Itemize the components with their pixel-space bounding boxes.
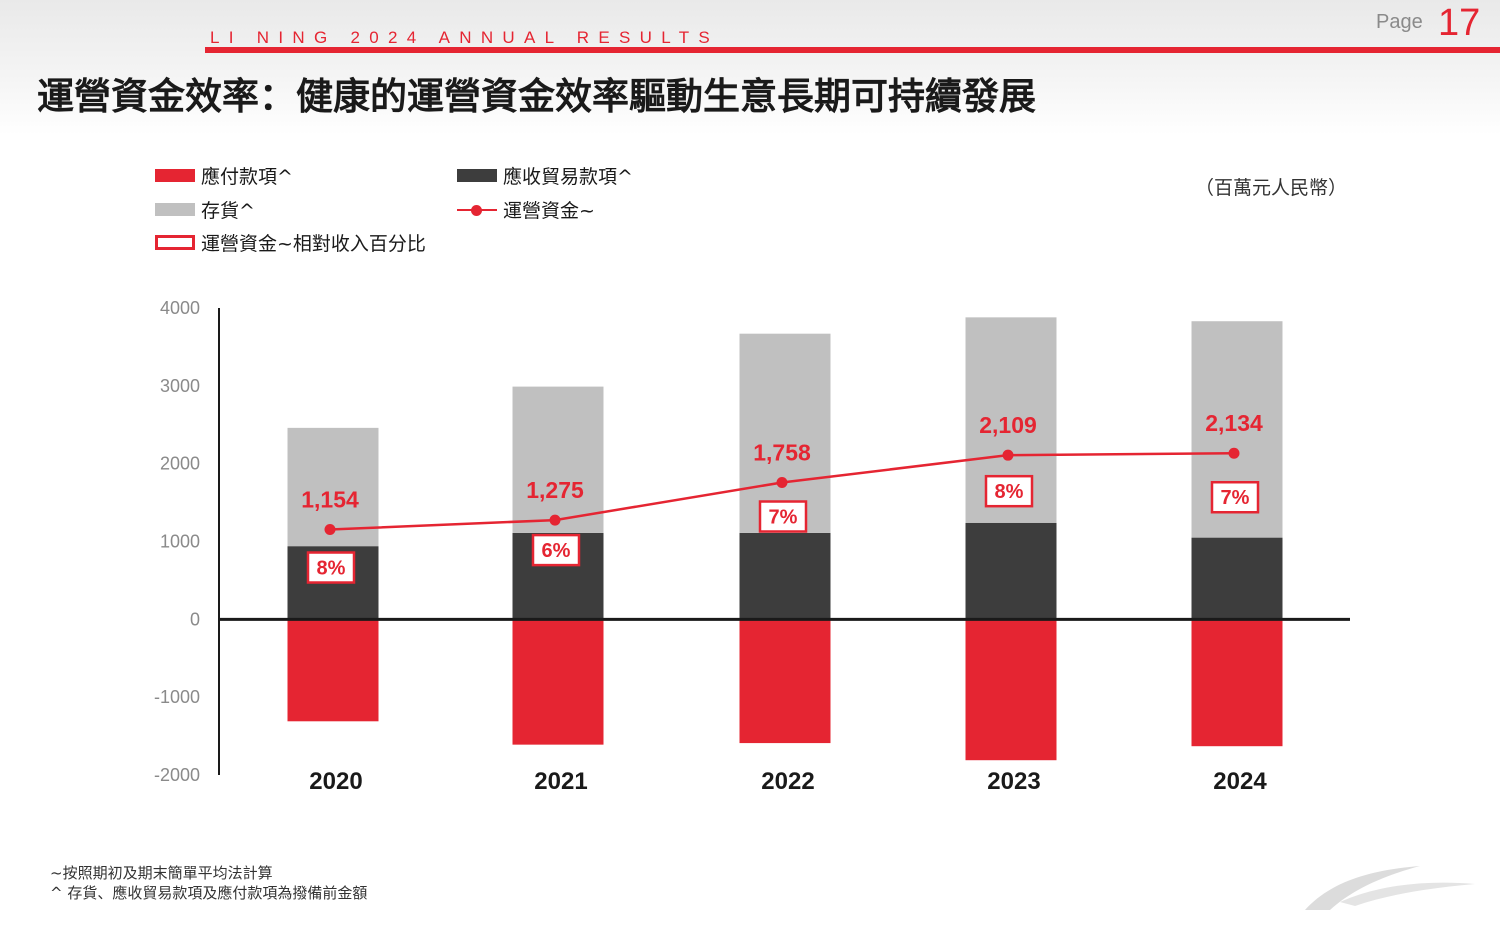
y-tick-label: 0 <box>190 609 200 629</box>
bar-receivables-2022 <box>739 532 831 620</box>
x-tick-label-2020: 2020 <box>309 768 362 795</box>
working-capital-point-2024 <box>1228 447 1240 459</box>
y-tick-label: -1000 <box>154 687 200 707</box>
pct-label-2022: 7% <box>769 507 798 529</box>
working-capital-label-2021: 1,275 <box>526 477 584 503</box>
working-capital-label-2022: 1,758 <box>753 440 811 466</box>
working-capital-label-2024: 2,134 <box>1205 410 1263 436</box>
y-tick-label: 3000 <box>160 376 200 396</box>
pct-box-2022 <box>758 500 808 533</box>
legend-item-payables: 應付款項^ <box>155 162 293 189</box>
brand-line: LI NING 2024 ANNUAL RESULTS <box>210 28 720 47</box>
working-capital-label-2023: 2,109 <box>979 412 1037 438</box>
bar-inventory-2021 <box>512 386 604 533</box>
footnote-2: ^ 存貨、應收貿易款項及應付款項為撥備前金額 <box>50 884 368 902</box>
working-capital-label-2020: 1,154 <box>301 487 359 513</box>
unit-label: （百萬元人民幣） <box>1195 177 1348 199</box>
legend-swatch-payables <box>155 169 195 182</box>
footnote-1: ~按照期初及期末簡單平均法計算 <box>50 864 273 882</box>
pct-label-2020: 8% <box>317 558 346 580</box>
legend-label-working-capital-pct: 運營資金~相對收入百分比 <box>201 233 426 255</box>
y-tick-label: 4000 <box>160 298 200 318</box>
legend-item-working-capital: 運營資金~ <box>457 196 595 223</box>
header-rule <box>205 47 1500 53</box>
x-tick-label-2021: 2021 <box>534 768 587 795</box>
legend-item-working-capital-pct: 運營資金~相對收入百分比 <box>155 229 426 256</box>
legend-swatch-working-capital-pct <box>155 235 195 250</box>
y-tick-label: -2000 <box>154 765 200 785</box>
pct-label-2024: 7% <box>1221 487 1250 509</box>
working-capital-point-2023 <box>1002 449 1014 461</box>
pct-box-2021 <box>531 533 581 567</box>
legend-item-inventory: 存貨^ <box>155 196 255 223</box>
bar-payables-2022 <box>739 619 831 744</box>
bar-receivables-2023 <box>965 522 1057 620</box>
bar-inventory-2022 <box>739 333 831 533</box>
pct-label-2021: 6% <box>542 540 571 562</box>
legend-swatch-receivables <box>457 169 497 182</box>
pct-box-2024 <box>1210 480 1260 514</box>
bar-payables-2020 <box>287 619 379 722</box>
legend-label-payables: 應付款項^ <box>201 166 293 188</box>
legend-label-receivables: 應收貿易款項^ <box>503 166 633 188</box>
x-tick-label-2023: 2023 <box>987 768 1040 795</box>
li-ning-logo <box>1305 866 1475 910</box>
bar-payables-2024 <box>1191 619 1283 747</box>
pct-box-2020 <box>306 551 356 584</box>
x-tick-label-2022: 2022 <box>761 768 814 795</box>
legend-label-inventory: 存貨^ <box>201 200 255 222</box>
legend-label-working-capital: 運營資金~ <box>503 200 595 222</box>
pct-label-2023: 8% <box>995 481 1024 503</box>
bar-payables-2023 <box>965 619 1057 761</box>
working-capital-point-2022 <box>776 477 788 489</box>
working-capital-point-2020 <box>324 524 336 536</box>
header-background <box>0 0 1500 135</box>
y-tick-label: 1000 <box>160 532 200 552</box>
working-capital-point-2021 <box>549 514 561 526</box>
page-title: 運營資金效率：健康的運營資金效率驅動生意長期可持續發展 <box>37 75 1036 118</box>
legend-swatch-inventory <box>155 203 195 216</box>
page-number: 17 <box>1438 2 1481 44</box>
pct-box-2023 <box>984 474 1034 508</box>
legend-item-receivables: 應收貿易款項^ <box>457 162 633 189</box>
page-label: Page <box>1376 11 1423 33</box>
bar-payables-2021 <box>512 619 604 745</box>
bar-receivables-2024 <box>1191 537 1283 620</box>
legend-swatch-working-capital <box>457 203 497 217</box>
y-tick-label: 2000 <box>160 454 200 474</box>
x-tick-label-2024: 2024 <box>1213 768 1267 795</box>
